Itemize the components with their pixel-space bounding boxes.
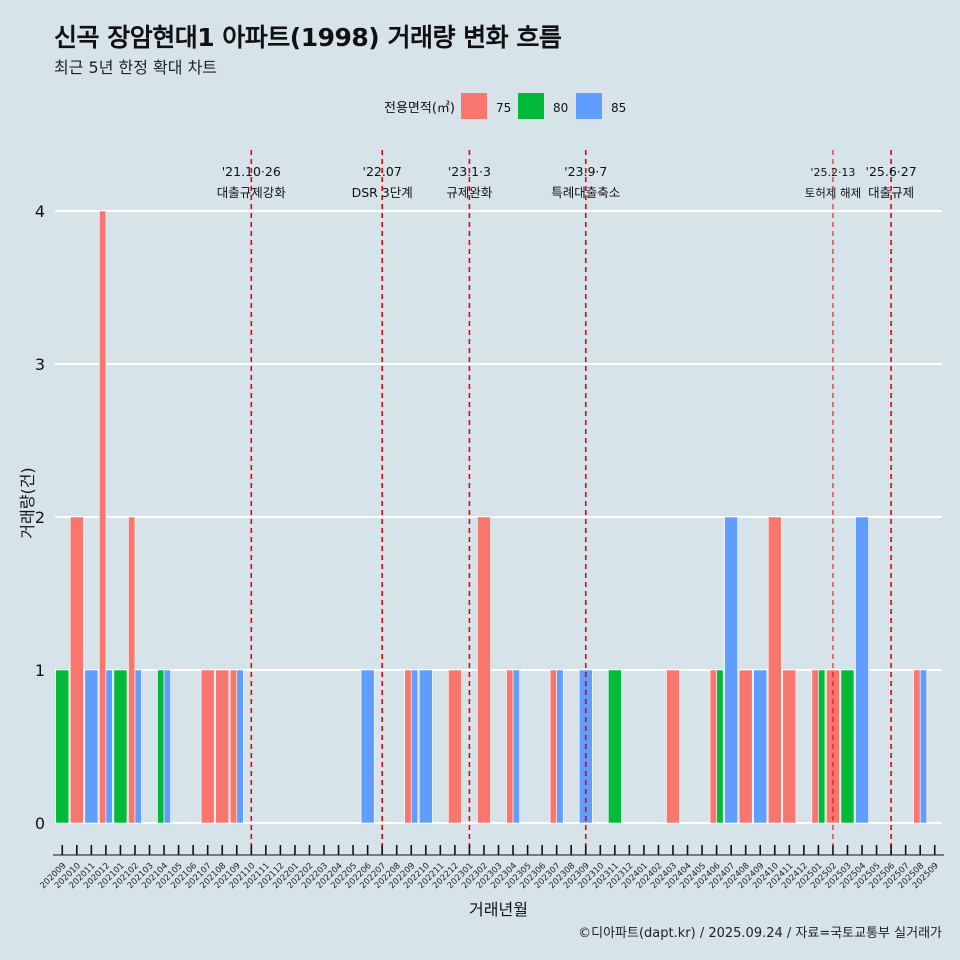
event-label: 토허제 해제	[805, 186, 862, 200]
bar-80-202104	[157, 669, 165, 824]
legend-key-75	[461, 93, 487, 119]
bar-85-202210	[418, 669, 433, 824]
y-tick-label: 3	[35, 355, 45, 374]
bar-80-202501	[818, 669, 826, 824]
event-date: '21.10·26	[222, 164, 281, 179]
event-label: DSR 3단계	[352, 185, 413, 200]
bar-85-202508	[919, 669, 928, 824]
bar-75-202307	[549, 669, 557, 824]
bar-75-202010	[69, 516, 84, 824]
bar-75-202012	[99, 210, 107, 824]
bar-80-202503	[840, 669, 855, 824]
y-tick-label: 2	[35, 508, 45, 527]
y-tick-label: 4	[35, 202, 45, 221]
bar-85-202206	[360, 669, 375, 824]
bar-80-202406	[716, 669, 724, 824]
bar-80-202009	[55, 669, 70, 824]
bar-75-202408	[738, 669, 753, 824]
legend-label-80: 80	[553, 101, 568, 115]
event-date: '23.9·7	[564, 164, 607, 179]
bar-85-202409	[753, 669, 768, 824]
bar-85-202407	[724, 516, 738, 824]
bar-85-202304	[512, 669, 520, 824]
legend-key-85	[576, 93, 602, 119]
bar-75-202411	[782, 669, 797, 824]
event-lines: '21.10·26 대출규제강화 '22.07 DSR 3단계 '23.1·3 규제완화 '…	[217, 150, 917, 855]
bar-75-202304	[506, 669, 514, 824]
bar-75-202102	[128, 516, 136, 824]
chart-subtitle: 최근 5년 한정 확대 차트	[54, 58, 218, 77]
legend-label-75: 75	[496, 101, 511, 115]
bar-75-202410	[767, 516, 782, 824]
legend-key-80	[518, 93, 544, 119]
legend: 전용면적(㎡) 75 80 85	[384, 93, 626, 119]
event-date: '25.6·27	[866, 164, 917, 179]
bar-85-202109	[236, 669, 244, 824]
bar-75-202501	[811, 669, 819, 824]
bar-85-202209	[410, 669, 419, 824]
chart-title: 신곡 장암현대1 아파트(1998) 거래량 변화 흐름	[54, 23, 562, 52]
legend-label-85: 85	[611, 101, 626, 115]
bar-75-202212	[448, 669, 462, 824]
source-caption: ©디아파트(dapt.kr) / 2025.09.24 / 자료=국토교통부 실…	[578, 926, 942, 941]
bar-85-202102	[134, 669, 142, 824]
bar-85-202011	[84, 669, 99, 824]
bar-75-202302	[477, 516, 491, 824]
x-axis-label: 거래년월	[469, 900, 528, 919]
event-date: '23.1·3	[448, 164, 491, 179]
event-date: '22.07	[363, 164, 402, 179]
bar-75-202209	[404, 669, 412, 824]
bar-75-202107	[200, 669, 215, 824]
bar-80-202101	[113, 669, 128, 824]
event-label: 대출규제	[868, 185, 914, 200]
y-tick-label: 1	[35, 661, 45, 680]
bar-80-202311	[607, 669, 622, 824]
bar-75-202508	[913, 669, 921, 824]
bar-85-202012	[105, 669, 113, 824]
bar-75-202108	[215, 669, 230, 824]
bar-85-202104	[163, 669, 171, 824]
y-axis-label: 거래량(건)	[18, 467, 37, 538]
bars	[55, 210, 928, 824]
event-date: '25.2·13	[810, 166, 855, 179]
event-label: 규제완화	[446, 185, 493, 200]
event-label: 대출규제강화	[217, 185, 287, 200]
bar-75-202109	[229, 669, 238, 824]
bar-85-202504	[855, 516, 869, 824]
bar-75-202403	[666, 669, 680, 824]
event-label: 특례대출축소	[551, 185, 620, 200]
y-tick-label: 0	[35, 814, 45, 833]
legend-title: 전용면적(㎡)	[384, 101, 455, 116]
bar-75-202406	[709, 669, 717, 824]
bar-85-202307	[556, 669, 564, 824]
